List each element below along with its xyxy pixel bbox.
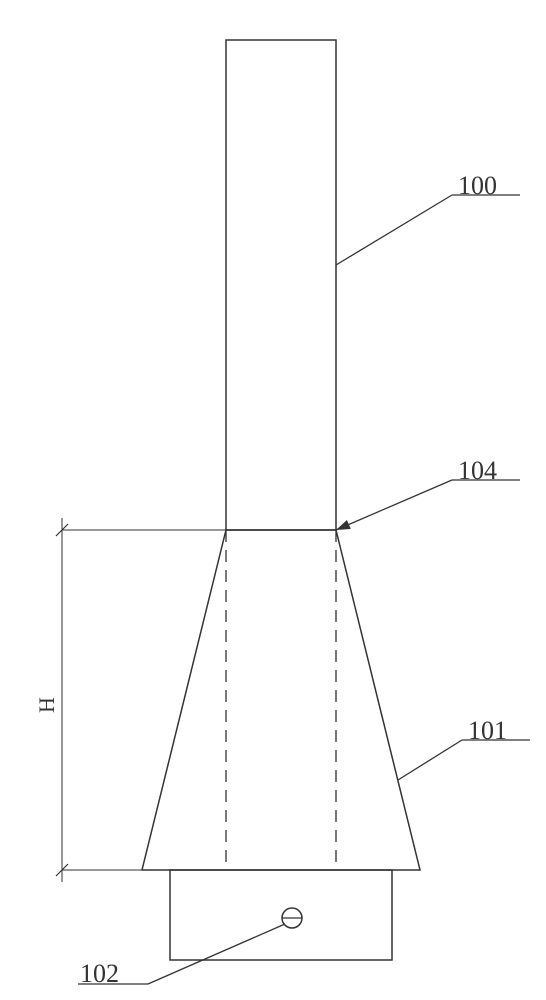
upper-column [226, 40, 336, 530]
callout-label-102: 102 [80, 959, 119, 988]
base-block [170, 870, 392, 960]
callout-label-100: 100 [458, 171, 497, 200]
engineering-figure: H 100 104 101 102 [0, 0, 546, 1000]
dim-label-h: H [34, 697, 59, 713]
callout-label-101: 101 [468, 716, 507, 745]
callout-101: 101 [398, 716, 530, 780]
callout-104: 104 [336, 456, 520, 530]
callout-label-104: 104 [458, 456, 497, 485]
flared-section [142, 530, 420, 870]
callout-102: 102 [78, 924, 285, 988]
callout-100: 100 [336, 171, 520, 265]
